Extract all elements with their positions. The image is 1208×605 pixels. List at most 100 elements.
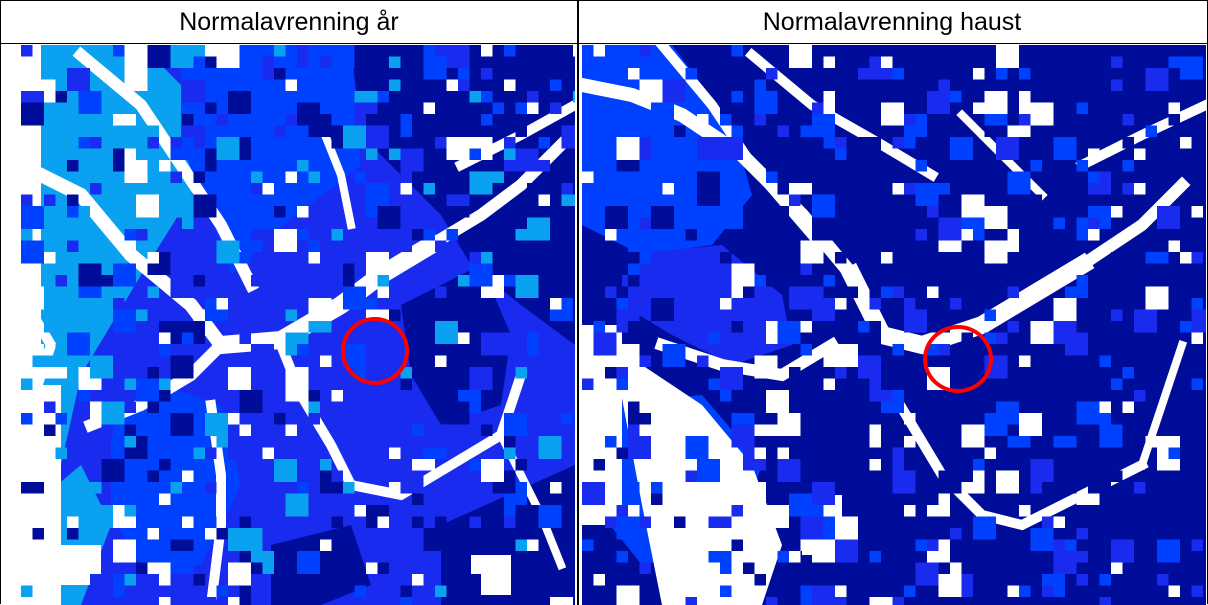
raster-pixel (686, 436, 709, 459)
raster-pixel (297, 45, 309, 57)
raster-pixel (401, 586, 413, 598)
raster-pixel (1157, 574, 1169, 586)
raster-pixel (778, 183, 790, 195)
raster-pixel (412, 517, 424, 529)
raster-pixel (527, 540, 539, 552)
raster-pixel (1008, 172, 1031, 195)
raster-pixel (1123, 160, 1135, 172)
raster-pixel (343, 287, 366, 310)
raster-pixel (286, 80, 298, 92)
raster-pixel (1065, 540, 1077, 552)
raster-pixel (297, 298, 309, 310)
raster-pixel (33, 528, 45, 540)
raster-pixel (858, 160, 881, 183)
raster-pixel (755, 91, 778, 114)
raster-pixel (1169, 114, 1181, 126)
raster-pixel (171, 195, 194, 218)
raster-pixel (617, 448, 629, 460)
raster-pixel (732, 287, 744, 299)
raster-pixel (1123, 367, 1135, 379)
raster-pixel (893, 344, 905, 356)
raster-pixel (1192, 586, 1204, 598)
raster-pixel (159, 563, 171, 575)
raster-pixel (640, 563, 652, 575)
raster-pixel (240, 137, 252, 149)
raster-pixel (1042, 586, 1054, 598)
raster-pixel (950, 264, 962, 276)
map-annual-runoff (21, 45, 575, 605)
raster-pixel (263, 183, 275, 195)
raster-pixel (205, 528, 217, 540)
raster-pixel (962, 482, 974, 494)
raster-pixel (732, 540, 744, 552)
raster-pixel (79, 264, 102, 287)
raster-pixel (789, 45, 812, 68)
raster-pixel (996, 402, 1019, 425)
highlight-circle-annual (341, 317, 409, 385)
raster-pixel (835, 229, 847, 241)
raster-pixel (1111, 563, 1123, 575)
raster-pixel (481, 68, 493, 80)
raster-pixel (1054, 471, 1077, 494)
raster-pixel (21, 586, 33, 598)
raster-pixel (182, 517, 194, 529)
raster-pixel (171, 275, 194, 298)
raster-pixel (217, 367, 229, 379)
raster-pixel (539, 195, 551, 207)
raster-pixel (973, 103, 985, 115)
raster-pixel (732, 321, 744, 333)
raster-pixel (378, 517, 390, 529)
raster-pixel (1134, 310, 1157, 333)
raster-pixel (617, 367, 629, 379)
raster-pixel (205, 103, 217, 115)
raster-pixel (332, 241, 355, 264)
raster-pixel (778, 448, 790, 460)
raster-pixel (67, 241, 79, 253)
raster-pixel (824, 528, 836, 540)
raster-pixel (1146, 45, 1169, 68)
panel-divider (577, 1, 579, 605)
raster-pixel (605, 517, 617, 529)
raster-pixel (789, 367, 801, 379)
raster-pixel (79, 390, 91, 402)
raster-pixel (640, 80, 663, 103)
raster-pixel (1019, 505, 1031, 517)
raster-pixel (985, 126, 997, 138)
raster-pixel (67, 517, 79, 529)
raster-pixel (789, 402, 801, 414)
raster-pixel (1008, 229, 1020, 241)
raster-pixel (240, 551, 252, 563)
raster-pixel (904, 436, 916, 448)
raster-pixel (366, 229, 389, 252)
raster-pixel (1054, 218, 1066, 230)
raster-pixel (789, 195, 801, 207)
raster-pixel (44, 402, 56, 414)
raster-pixel (205, 172, 217, 184)
raster-pixel (516, 103, 528, 115)
raster-pixel (582, 172, 594, 184)
raster-pixel (435, 45, 447, 57)
raster-pixel (1065, 287, 1077, 299)
raster-pixel (1054, 137, 1077, 160)
raster-pixel (1008, 91, 1020, 103)
raster-pixel (812, 540, 835, 563)
raster-pixel (801, 344, 813, 356)
raster-pixel (447, 229, 459, 241)
raster-pixel (766, 68, 778, 80)
raster-pixel (1192, 172, 1204, 184)
raster-pixel (1088, 275, 1111, 298)
raster-pixel (1111, 540, 1134, 563)
raster-pixel (1146, 68, 1169, 91)
raster-pixel (709, 333, 721, 345)
raster-pixel (504, 413, 527, 436)
raster-pixel (1123, 137, 1135, 149)
raster-pixel (401, 126, 413, 138)
raster-pixel (21, 367, 33, 379)
raster-pixel (424, 459, 436, 471)
raster-pixel (858, 68, 870, 80)
raster-pixel (424, 183, 436, 195)
raster-pixel (309, 356, 321, 368)
raster-pixel (136, 563, 148, 575)
raster-pixel (539, 505, 562, 528)
raster-pixel (447, 172, 470, 195)
